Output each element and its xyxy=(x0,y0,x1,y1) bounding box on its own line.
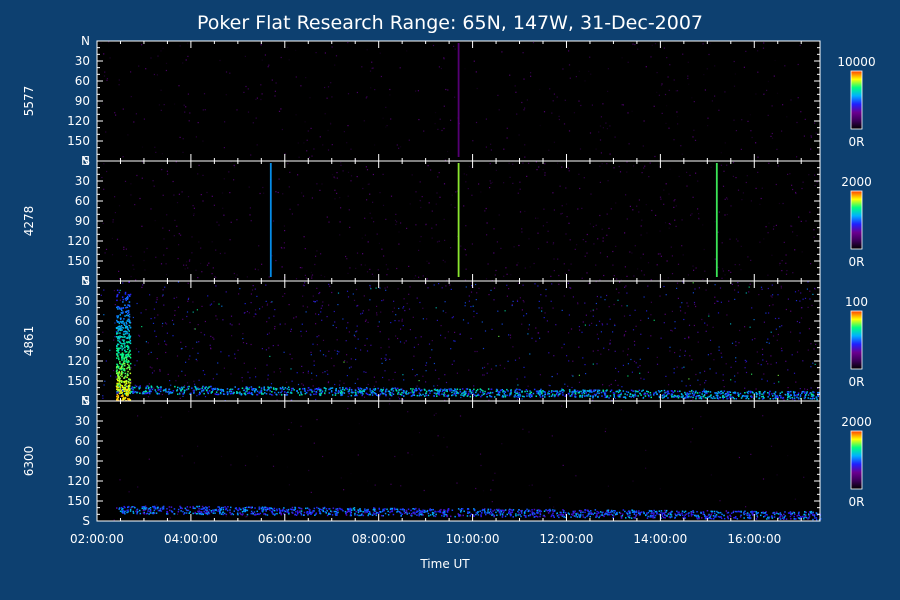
x-tick-label: 04:00:00 xyxy=(164,532,218,546)
panel-wavelength-label: 5577 xyxy=(22,86,36,117)
panel-emission-texture xyxy=(100,41,817,162)
panel-4278: N 30 60 90 120 150 S 4278 2000 0R xyxy=(22,154,872,288)
y-tick-label: N xyxy=(81,274,90,288)
y-tick-label: N xyxy=(81,154,90,168)
emission-streak xyxy=(457,43,460,157)
x-tick-label: 16:00:00 xyxy=(727,532,781,546)
panel-emission-texture xyxy=(101,161,818,282)
y-tick-label: 90 xyxy=(75,94,90,108)
y-tick-label: 60 xyxy=(75,434,90,448)
y-tick-label: 60 xyxy=(75,194,90,208)
y-tick-label: 90 xyxy=(75,334,90,348)
y-tick-label: 90 xyxy=(75,214,90,228)
x-tick-label: 12:00:00 xyxy=(540,532,594,546)
panel-wavelength-label: 4278 xyxy=(22,206,36,237)
colorbar-min-label: 0R xyxy=(849,495,865,509)
y-tick-label: 120 xyxy=(67,354,90,368)
south-emission-band xyxy=(116,385,821,401)
colorbar-max-label: 100 xyxy=(845,295,868,309)
panels: N 30 60 90 120 150 S 5577 10000 0R N 30 60 90 120 150 S 4… xyxy=(22,34,876,528)
emission-streak xyxy=(715,163,718,277)
panel-4861: N 30 60 90 120 150 S 4861 100 0R xyxy=(22,274,868,408)
y-tick-label: 60 xyxy=(75,74,90,88)
y-tick-label: 30 xyxy=(75,174,90,188)
colorbar xyxy=(851,431,862,489)
y-tick-label: 30 xyxy=(75,294,90,308)
panel-plot-area xyxy=(97,281,820,401)
x-tick-label: 08:00:00 xyxy=(352,532,406,546)
x-tick-label: 14:00:00 xyxy=(633,532,687,546)
x-tick-label: 02:00:00 xyxy=(70,532,124,546)
y-tick-label: N xyxy=(81,394,90,408)
panel-wavelength-label: 4861 xyxy=(22,326,36,357)
panel-wavelength-label: 6300 xyxy=(22,446,36,477)
colorbar-min-label: 0R xyxy=(849,255,865,269)
y-tick-label: 120 xyxy=(67,234,90,248)
x-axis-label: Time UT xyxy=(419,557,470,571)
y-tick-label: 150 xyxy=(67,494,90,508)
y-tick-label: 150 xyxy=(67,134,90,148)
y-tick-label: 120 xyxy=(67,114,90,128)
y-tick-label: S xyxy=(82,394,90,408)
x-axis: 02:00:00 04:00:00 06:00:00 08:00:00 10:00:00… xyxy=(70,41,802,546)
colorbar-min-label: 0R xyxy=(849,135,865,149)
y-tick-label: 60 xyxy=(75,314,90,328)
emission-streak xyxy=(457,163,460,277)
y-tick-label: S xyxy=(82,514,90,528)
y-tick-label: 30 xyxy=(75,414,90,428)
panel-5577: N 30 60 90 120 150 S 5577 10000 0R xyxy=(22,34,876,168)
x-tick-label: 10:00:00 xyxy=(446,532,500,546)
y-tick-label: 30 xyxy=(75,54,90,68)
y-tick-label: S xyxy=(82,274,90,288)
colorbar-max-label: 10000 xyxy=(837,55,875,69)
y-tick-label: 150 xyxy=(67,254,90,268)
colorbar xyxy=(851,311,862,369)
y-tick-label: 150 xyxy=(67,374,90,388)
y-tick-label: N xyxy=(81,34,90,48)
y-tick-label: S xyxy=(82,154,90,168)
panel-6300: N 30 60 90 120 150 S 6300 2000 0R xyxy=(22,394,872,528)
colorbar-max-label: 2000 xyxy=(841,415,872,429)
x-tick-label: 06:00:00 xyxy=(258,532,312,546)
panel-plot-area xyxy=(97,401,820,521)
y-tick-label: 90 xyxy=(75,454,90,468)
chart-title: Poker Flat Research Range: 65N, 147W, 31… xyxy=(197,12,703,34)
colorbar-max-label: 2000 xyxy=(841,175,872,189)
colorbar xyxy=(851,191,862,249)
panel-emission-texture xyxy=(113,403,805,521)
colorbar xyxy=(851,71,862,129)
emission-streak xyxy=(269,163,272,277)
colorbar-min-label: 0R xyxy=(849,375,865,389)
y-tick-label: 120 xyxy=(67,474,90,488)
